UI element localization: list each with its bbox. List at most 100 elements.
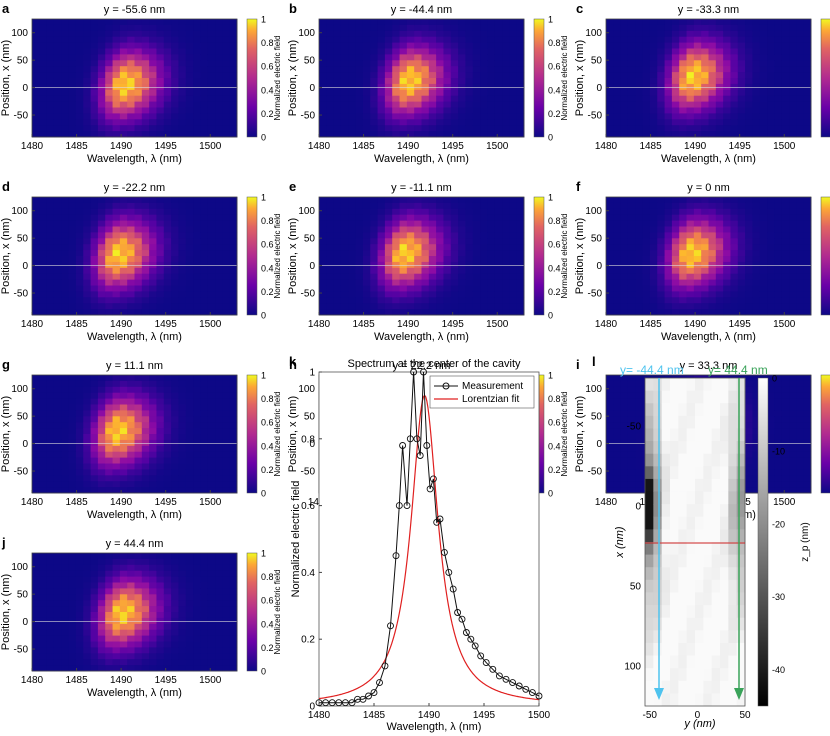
heatmap-cell	[487, 297, 496, 304]
heatmap-cell	[509, 54, 518, 61]
x-tick-label: 1495	[729, 141, 752, 152]
heatmap-cell	[229, 463, 238, 470]
heatmap-cell	[421, 279, 430, 286]
heatmap-cell	[97, 202, 106, 210]
heatmap-cell	[399, 48, 408, 55]
heatmap-cell	[119, 54, 128, 61]
heatmap-cell	[627, 83, 636, 91]
heatmap-cell	[83, 416, 91, 423]
heatmap-cell	[326, 131, 335, 138]
heatmap-cell	[348, 309, 357, 316]
heatmap-cell	[635, 244, 644, 251]
heatmap-cell	[635, 83, 644, 91]
heatmap-cell	[156, 83, 165, 91]
heatmap-cell	[458, 267, 466, 275]
heatmap-cell	[693, 101, 702, 108]
heatmap-cell	[635, 410, 644, 417]
heatmap-cell	[620, 131, 629, 138]
heatmap-cell	[229, 487, 238, 494]
heatmap-cell	[156, 481, 165, 488]
heatmap-cell	[340, 89, 349, 97]
heatmap-cell	[333, 197, 342, 204]
heatmap-cell	[156, 214, 165, 221]
y-tick-label: -50	[588, 289, 603, 300]
heatmap-cell	[737, 78, 746, 85]
heatmap-cell	[715, 89, 724, 97]
heatmap-cell	[171, 445, 179, 453]
heatmap-cell	[340, 238, 349, 245]
heatmap-cell	[392, 60, 400, 67]
y-tick-label: 100	[11, 206, 28, 217]
heatmap-cell	[156, 232, 165, 239]
heatmap-cell	[392, 226, 400, 233]
heatmap-cell	[119, 398, 128, 405]
heatmap-cell	[502, 60, 510, 67]
heatmap-cell	[32, 250, 40, 257]
heatmap-cell	[384, 30, 393, 38]
heatmap-cell	[207, 208, 216, 216]
heatmap-cell	[701, 250, 709, 257]
heatmap-cell	[105, 422, 113, 429]
heatmap-cell	[333, 291, 342, 298]
heatmap-cell	[163, 428, 172, 435]
heatmap-cell	[68, 386, 77, 394]
heatmap-cell	[68, 19, 77, 26]
heatmap-cell	[134, 428, 143, 435]
heatmap-cell	[105, 457, 113, 464]
heatmap-cell	[458, 66, 466, 73]
heatmap-cell	[355, 78, 364, 85]
heatmap-cell	[377, 220, 386, 227]
heatmap-cell	[355, 19, 364, 26]
heatmap-cell	[686, 72, 695, 79]
heatmap-cell	[421, 113, 430, 120]
heatmap-cell	[730, 131, 739, 138]
heatmap-cell	[32, 107, 40, 114]
heatmap-cell	[458, 226, 466, 233]
heatmap-cell	[723, 220, 731, 227]
heatmap-cell	[171, 386, 179, 394]
heatmap-cell	[664, 54, 673, 61]
heatmap-cell	[737, 238, 746, 245]
heatmap-cell	[185, 250, 194, 257]
heatmap-cell	[693, 60, 702, 67]
heatmap-cell	[68, 398, 77, 405]
heatmap-cell	[149, 60, 157, 67]
heatmap-cell	[752, 66, 761, 73]
heatmap-cell	[509, 220, 518, 227]
heatmap-cell	[789, 83, 797, 91]
heatmap-cell	[509, 279, 518, 286]
heatmap-cell	[32, 273, 40, 280]
heatmap-cell	[348, 220, 357, 227]
heatmap-cell	[83, 220, 91, 227]
heatmap-cell	[83, 101, 91, 108]
heatmap-cell	[171, 375, 179, 382]
heatmap-cell	[635, 95, 644, 102]
heatmap-cell	[333, 30, 342, 38]
heatmap-cell	[90, 202, 99, 210]
heatmap-cell	[149, 24, 157, 32]
heatmap-cell	[90, 113, 99, 120]
heatmap-cell	[193, 297, 201, 304]
heatmap-cell	[392, 279, 400, 286]
heatmap-cell	[657, 72, 665, 79]
heatmap-cell	[32, 428, 40, 435]
heatmap-cell	[406, 226, 415, 233]
heatmap-cell	[149, 72, 157, 79]
heatmap-cell	[185, 416, 194, 423]
heatmap-cell	[657, 250, 665, 257]
heatmap-cell	[693, 30, 702, 38]
heatmap-cell	[414, 30, 422, 38]
heatmap-cell	[149, 273, 157, 280]
heatmap-cell	[642, 30, 651, 38]
colorbar	[533, 18, 545, 138]
heatmap-cell	[789, 197, 797, 204]
heatmap-cell	[399, 107, 408, 114]
heatmap-cell	[340, 220, 349, 227]
heatmap-cell	[141, 375, 150, 382]
x-tick-label: 1500	[773, 319, 796, 330]
heatmap-cell	[635, 416, 644, 423]
heatmap-cell	[222, 42, 231, 49]
heatmap-cell	[502, 101, 510, 108]
heatmap-cell	[127, 463, 135, 470]
heatmap-cell	[450, 95, 459, 102]
